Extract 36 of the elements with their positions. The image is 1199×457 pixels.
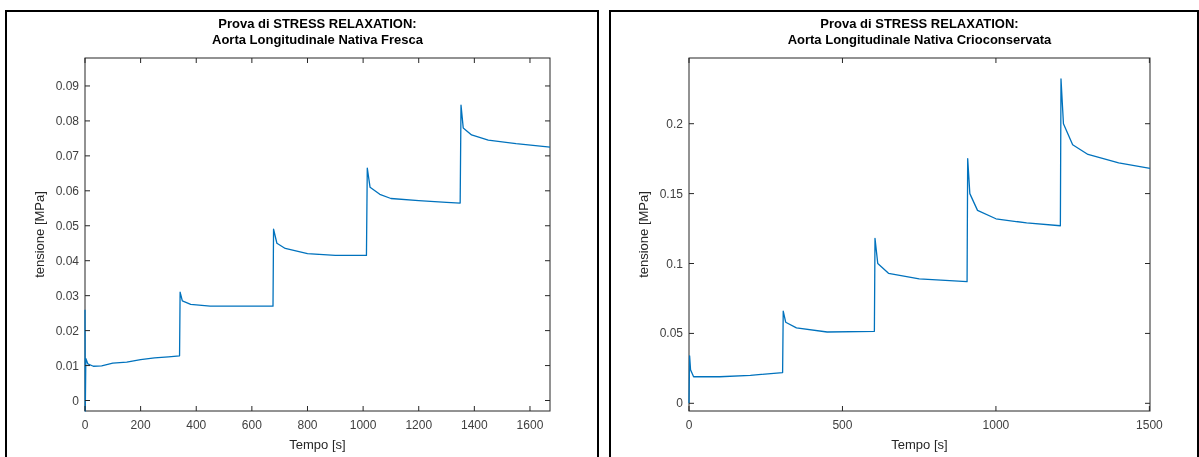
y-tick-label: 0.06: [55, 183, 80, 198]
x-tick-label: 500: [832, 418, 853, 432]
x-axis-title: Tempo [s]: [289, 437, 346, 452]
line-series: [688, 78, 1151, 404]
y-tick-label: 0: [72, 393, 80, 408]
chart-title: Prova di STRESS RELAXATION: Aorta Longitudinale Nativa Fresca: [212, 16, 424, 47]
x-tick-label: 1600: [516, 418, 544, 432]
x-axis-title: Tempo [s]: [891, 437, 948, 452]
y-tick-label: 0.1: [666, 256, 684, 271]
y-tick-label: 0.2: [666, 116, 684, 131]
y-axis-title: tensione [MPa]: [32, 191, 47, 278]
y-axis-title: tensione [MPa]: [636, 191, 651, 278]
x-tick-label: 400: [186, 418, 207, 432]
y-tick-label: 0.04: [55, 253, 80, 268]
x-tick-label: 1000: [349, 418, 377, 432]
y-tick-label: 0.07: [55, 148, 80, 163]
chart-title: Prova di STRESS RELAXATION: Aorta Longitudinale Nativa Crioconservata: [787, 16, 1053, 47]
y-tick-label: 0.01: [55, 358, 80, 373]
line-series: [84, 104, 551, 412]
x-tick-label: 1200: [405, 418, 433, 432]
y-tick-label: 0: [676, 396, 684, 411]
x-tick-label: 0: [81, 418, 89, 432]
y-tick-label: 0.05: [659, 326, 684, 341]
x-tick-label: 1000: [982, 418, 1010, 432]
x-tick-label: 1400: [461, 418, 489, 432]
y-tick-label: 0.09: [55, 78, 80, 93]
x-tick-label: 800: [297, 418, 318, 432]
x-tick-label: 0: [685, 418, 693, 432]
y-tick-label: 0.02: [55, 323, 80, 338]
y-tick-label: 0.03: [55, 288, 80, 303]
x-tick-label: 200: [130, 418, 151, 432]
x-tick-label: 600: [241, 418, 263, 432]
y-tick-label: 0.08: [55, 113, 80, 128]
x-tick-label: 1500: [1136, 418, 1164, 432]
y-tick-label: 0.15: [659, 186, 684, 201]
y-tick-label: 0.05: [55, 218, 80, 233]
